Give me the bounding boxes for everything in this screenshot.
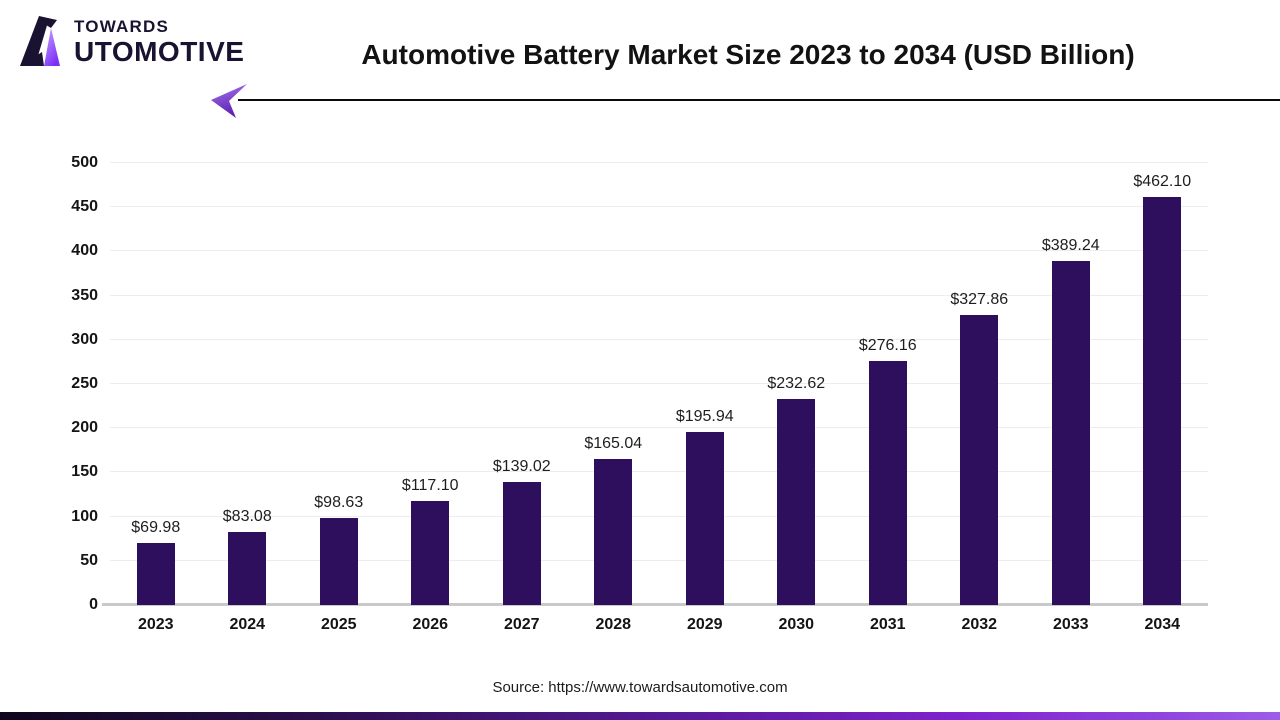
bar-column: $232.62	[751, 163, 843, 605]
bar-column: $139.02	[476, 163, 568, 605]
brand-logo: TOWARDS UTOMOTIVE	[20, 14, 244, 66]
bar-column: $195.94	[659, 163, 751, 605]
bar	[411, 501, 450, 605]
y-tick-label: 450	[71, 198, 98, 216]
logo-word-towards: TOWARDS	[74, 17, 169, 36]
gridline	[110, 471, 1208, 473]
y-axis-labels: 0 50 100 150 200 250 300 350 400 450 500	[0, 154, 98, 613]
bar-column: $165.04	[568, 163, 660, 605]
y-tick-label: 200	[71, 419, 98, 437]
gridline	[110, 162, 1208, 163]
bar-value-label: $83.08	[222, 507, 272, 525]
bar-column: $98.63	[293, 163, 385, 605]
bar	[228, 531, 267, 605]
x-tick-label: 2023	[137, 616, 174, 633]
y-tick-label: 300	[71, 330, 98, 348]
bar-value-label: $165.04	[584, 435, 643, 453]
bar-value-label: $69.98	[131, 519, 181, 537]
brand-logo-text: TOWARDS UTOMOTIVE	[74, 18, 244, 66]
y-tick-label: 500	[71, 154, 98, 171]
y-tick-label: 50	[80, 551, 98, 569]
header-divider-line	[238, 99, 1280, 101]
bar-value-label: $462.10	[1133, 172, 1192, 190]
x-tick-label: 2030	[778, 616, 815, 633]
source-text: Source: https://www.towardsautomotive.co…	[492, 679, 788, 696]
x-tick-label: 2034	[1144, 616, 1181, 633]
x-tick-label: 2029	[686, 616, 723, 633]
gridline	[110, 206, 1208, 208]
bar	[502, 482, 541, 605]
plot-area: $69.98 $83.08 $98.63 $117.10 $139.02 $165.04 $…	[102, 162, 1208, 606]
bar-column: $83.08	[202, 163, 294, 605]
x-axis-line	[102, 603, 1208, 606]
bar-column: $69.98	[110, 163, 202, 605]
gridline	[110, 383, 1208, 384]
bar	[594, 459, 633, 605]
bar-column: $389.24	[1025, 163, 1117, 605]
bar-column: $276.16	[842, 163, 934, 605]
bar-value-label: $195.94	[675, 407, 734, 425]
chart-title: Automotive Battery Market Size 2023 to 2…	[361, 39, 1135, 70]
bar-value-label: $139.02	[492, 458, 551, 476]
bar-column: $117.10	[385, 163, 477, 605]
bar	[136, 543, 175, 605]
gridline	[110, 559, 1208, 561]
x-tick-label: 2026	[412, 616, 449, 633]
stylized-a-icon	[20, 16, 60, 66]
bar-value-label: $389.24	[1041, 236, 1100, 254]
gridline	[110, 338, 1208, 340]
bar	[868, 360, 907, 605]
x-tick-label: 2027	[503, 616, 540, 633]
y-tick-label: 100	[71, 507, 98, 525]
bottom-gradient-bar	[0, 712, 1280, 720]
y-tick-label: 0	[89, 596, 98, 613]
bar-columns: $69.98 $83.08 $98.63 $117.10 $139.02 $165.04 $…	[110, 163, 1208, 605]
x-tick-label: 2032	[961, 616, 998, 633]
bar	[1143, 196, 1182, 605]
logo-word-automotive: UTOMOTIVE	[74, 36, 245, 67]
gridline	[110, 427, 1208, 429]
bar-chart: 0 50 100 150 200 250 300 350 400 450 500 $69.98 $83…	[0, 154, 1280, 663]
y-tick-label: 150	[71, 463, 98, 481]
bar	[1051, 260, 1090, 605]
bar	[777, 399, 816, 605]
gridline	[110, 294, 1208, 296]
gridline	[110, 515, 1208, 517]
bar-value-label: $98.63	[314, 493, 364, 511]
bar	[685, 431, 724, 605]
bar-value-label: $276.16	[858, 336, 917, 354]
y-tick-label: 350	[71, 286, 98, 304]
x-tick-label: 2028	[595, 616, 632, 633]
bar	[319, 517, 358, 605]
bar-value-label: $327.86	[950, 291, 1009, 309]
y-tick-label: 400	[71, 242, 98, 260]
x-tick-label: 2033	[1052, 616, 1089, 633]
bar-value-label: $232.62	[767, 375, 826, 393]
bar	[960, 315, 999, 605]
x-tick-label: 2031	[869, 616, 906, 633]
bar-column: $327.86	[934, 163, 1026, 605]
left-arrow-icon	[211, 84, 247, 118]
x-tick-label: 2024	[229, 616, 266, 633]
gridline	[110, 250, 1208, 252]
y-tick-label: 250	[71, 375, 98, 392]
bar-value-label: $117.10	[401, 477, 459, 495]
bar-column: $462.10	[1117, 163, 1209, 605]
x-tick-label: 2025	[320, 616, 357, 633]
x-axis-labels: 2023 2024 2025 2026 2027 2028 2029 2030 2031 2032…	[110, 616, 1208, 634]
